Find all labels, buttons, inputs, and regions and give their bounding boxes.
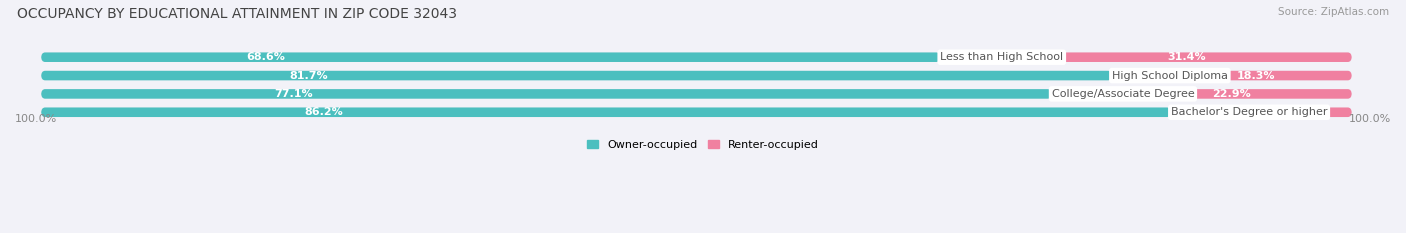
Text: Bachelor's Degree or higher: Bachelor's Degree or higher: [1171, 107, 1327, 117]
Text: Source: ZipAtlas.com: Source: ZipAtlas.com: [1278, 7, 1389, 17]
Text: 18.3%: 18.3%: [1236, 71, 1275, 81]
FancyBboxPatch shape: [41, 107, 1171, 117]
FancyBboxPatch shape: [41, 52, 1351, 62]
Text: 77.1%: 77.1%: [274, 89, 314, 99]
FancyBboxPatch shape: [41, 89, 1052, 99]
FancyBboxPatch shape: [1171, 107, 1351, 117]
FancyBboxPatch shape: [41, 52, 941, 62]
FancyBboxPatch shape: [1052, 89, 1351, 99]
FancyBboxPatch shape: [1112, 71, 1351, 80]
FancyBboxPatch shape: [941, 52, 1351, 62]
Text: 13.8%: 13.8%: [1260, 107, 1299, 117]
Text: Less than High School: Less than High School: [941, 52, 1063, 62]
Text: 22.9%: 22.9%: [1212, 89, 1251, 99]
Text: 100.0%: 100.0%: [1348, 114, 1391, 124]
Legend: Owner-occupied, Renter-occupied: Owner-occupied, Renter-occupied: [582, 135, 824, 154]
Text: OCCUPANCY BY EDUCATIONAL ATTAINMENT IN ZIP CODE 32043: OCCUPANCY BY EDUCATIONAL ATTAINMENT IN Z…: [17, 7, 457, 21]
Text: College/Associate Degree: College/Associate Degree: [1052, 89, 1194, 99]
Text: 100.0%: 100.0%: [15, 114, 58, 124]
Text: 68.6%: 68.6%: [246, 52, 285, 62]
FancyBboxPatch shape: [41, 89, 1351, 99]
Text: 86.2%: 86.2%: [304, 107, 343, 117]
Text: 31.4%: 31.4%: [1168, 52, 1206, 62]
Text: High School Diploma: High School Diploma: [1112, 71, 1227, 81]
FancyBboxPatch shape: [41, 71, 1351, 80]
FancyBboxPatch shape: [41, 71, 1112, 80]
Text: 81.7%: 81.7%: [290, 71, 328, 81]
FancyBboxPatch shape: [41, 107, 1351, 117]
